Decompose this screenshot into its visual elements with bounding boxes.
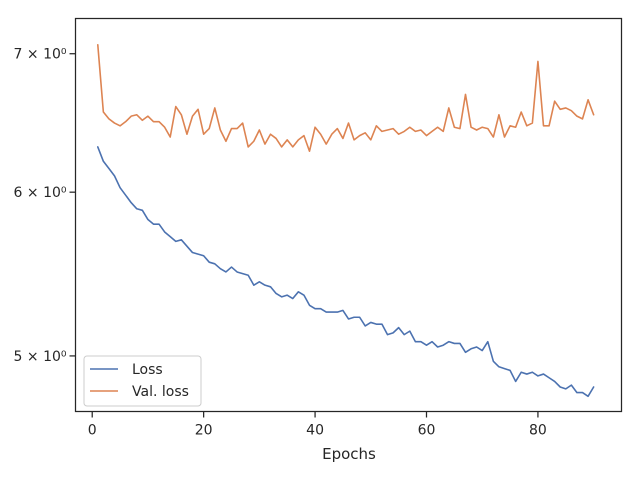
legend: Loss Val. loss [83,355,202,407]
x-tick-label: 80 [529,423,547,439]
x-tick-label: 20 [195,423,213,439]
y-axis: 5 × 10⁰ 6 × 10⁰ 7 × 10⁰ [14,47,76,365]
axes-frame [74,17,623,413]
series-line-val-loss [96,43,595,153]
x-tick-label: 0 [88,423,97,439]
plot-lines [96,43,595,398]
y-tick-label: 7 × 10⁰ [14,47,67,63]
x-axis: 0 20 40 60 80 [88,411,547,439]
y-tick-label: 6 × 10⁰ [14,185,67,201]
x-tick-label: 60 [418,423,436,439]
x-tick-label: 40 [306,423,324,439]
y-tick-label: 5 × 10⁰ [14,349,67,365]
legend-label-val-loss: Val. loss [132,384,189,400]
series-line-loss [96,146,595,398]
legend-label-loss: Loss [132,362,163,378]
x-axis-label: Epochs [322,445,376,463]
